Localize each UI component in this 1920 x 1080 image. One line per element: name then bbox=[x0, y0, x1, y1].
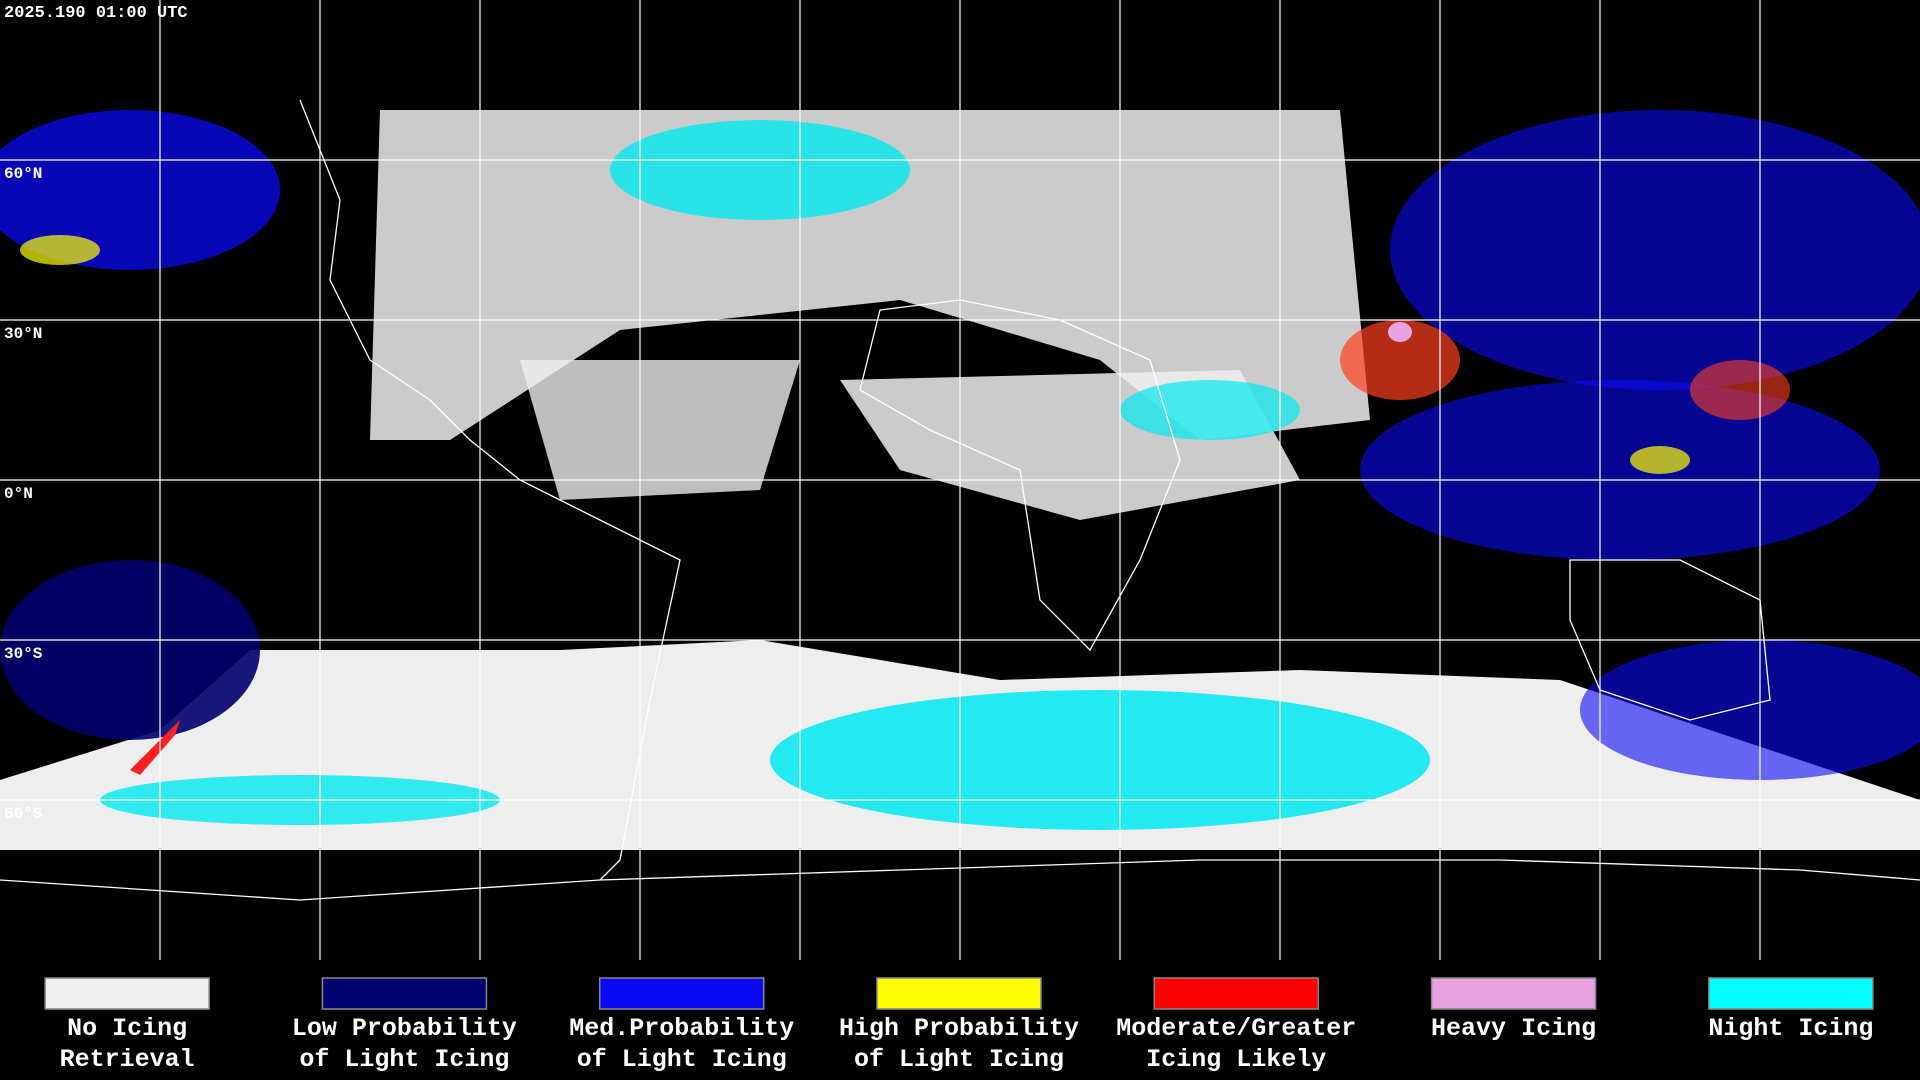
legend-swatch bbox=[1153, 977, 1320, 1010]
coastline bbox=[0, 859, 1920, 901]
icing-region bbox=[1340, 320, 1460, 400]
icing-region bbox=[0, 110, 280, 270]
legend-label: No Icing bbox=[67, 1014, 187, 1043]
icing-region bbox=[1580, 640, 1920, 780]
legend-label: Icing Likely bbox=[1146, 1045, 1326, 1074]
icing-region bbox=[1690, 360, 1790, 420]
legend-swatch bbox=[598, 977, 765, 1010]
night-icing-region bbox=[610, 120, 910, 220]
legend-swatch bbox=[44, 977, 210, 1010]
latitude-label: 0°N bbox=[4, 485, 33, 503]
legend-label: Night Icing bbox=[1708, 1014, 1873, 1043]
legend-swatch bbox=[1708, 977, 1874, 1010]
legend-label: Heavy Icing bbox=[1431, 1014, 1596, 1043]
legend-swatch bbox=[876, 977, 1042, 1010]
icing-region bbox=[1360, 380, 1880, 560]
legend-swatch bbox=[321, 977, 488, 1010]
legend-swatch bbox=[1430, 977, 1597, 1010]
icing-region bbox=[130, 720, 180, 775]
legend-label: Low Probability bbox=[292, 1014, 517, 1043]
icing-region bbox=[1630, 446, 1690, 474]
coastline bbox=[859, 299, 1181, 652]
legend-label: of Light Icing bbox=[299, 1045, 509, 1074]
legend-label: of Light Icing bbox=[854, 1045, 1064, 1074]
no-icing-region bbox=[520, 360, 800, 500]
latitude-label: 60°N bbox=[4, 165, 42, 183]
icing-region bbox=[20, 235, 100, 265]
coastlines bbox=[0, 99, 1920, 901]
legend-label: Retrieval bbox=[60, 1045, 195, 1074]
night-icing-region bbox=[1120, 380, 1300, 440]
coastline bbox=[1569, 559, 1771, 721]
night-icing-region bbox=[770, 690, 1430, 830]
latitude-label: 30°S bbox=[4, 645, 43, 663]
coastline bbox=[299, 99, 681, 881]
legend-label: Med.Probability bbox=[569, 1014, 794, 1043]
latitude-label: 60°S bbox=[4, 805, 43, 823]
timestamp: 2025.190 01:00 UTC bbox=[4, 4, 188, 23]
latitude-label: 30°N bbox=[4, 325, 42, 343]
icing-region bbox=[1390, 110, 1920, 390]
icing-region bbox=[1388, 322, 1412, 342]
icing-region bbox=[0, 560, 260, 740]
legend-label: Moderate/Greater bbox=[1116, 1014, 1356, 1043]
legend-label: of Light Icing bbox=[577, 1045, 787, 1074]
legend-label: High Probability bbox=[839, 1014, 1079, 1043]
graticule bbox=[0, 0, 1920, 960]
